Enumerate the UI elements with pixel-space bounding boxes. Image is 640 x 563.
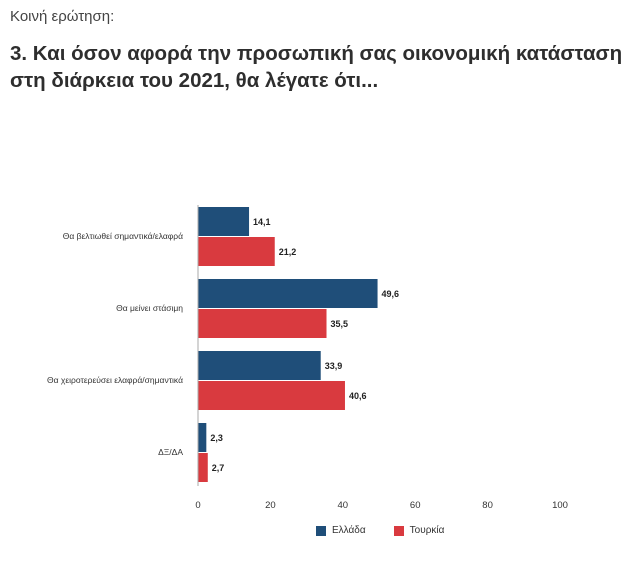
x-tick-label: 60 xyxy=(410,500,421,511)
x-tick-label: 40 xyxy=(338,500,349,511)
data-label: 2,7 xyxy=(212,463,225,473)
x-tick-label: 20 xyxy=(265,500,276,511)
data-label: 2,3 xyxy=(210,433,223,443)
category-label: Θα μείνει στάσιμη xyxy=(116,303,183,313)
bar xyxy=(198,309,327,338)
legend-label-turkey: Τουρκία xyxy=(409,525,445,536)
x-tick-label: 80 xyxy=(482,500,493,511)
legend-item-greece: Ελλάδα xyxy=(316,525,366,536)
bar xyxy=(198,237,275,266)
data-label: 40,6 xyxy=(349,391,367,401)
page-title: 3. Και όσον αφορά την προσωπική σας οικο… xyxy=(10,42,623,92)
legend: Ελλάδα Τουρκία xyxy=(316,525,444,536)
x-tick-label: 0 xyxy=(195,500,200,511)
bar xyxy=(198,279,378,308)
data-label: 33,9 xyxy=(325,361,343,371)
legend-swatch-greece xyxy=(316,525,326,536)
bar xyxy=(198,351,321,380)
data-label: 14,1 xyxy=(253,217,271,227)
data-label: 35,5 xyxy=(331,319,349,329)
legend-swatch-turkey xyxy=(393,525,404,536)
bar xyxy=(198,207,250,236)
pretitle: Κοινή ερώτηση: xyxy=(10,8,115,25)
category-label: ΔΞ/ΔΑ xyxy=(158,447,183,457)
legend-label-greece: Ελλάδα xyxy=(332,525,366,536)
bar xyxy=(198,423,207,452)
category-label: Θα χειροτερεύσει ελαφρά/σημαντικά xyxy=(47,375,183,385)
data-label: 21,2 xyxy=(279,247,297,257)
bar xyxy=(198,453,208,482)
data-label: 49,6 xyxy=(382,289,400,299)
category-label: Θα βελτιωθεί σημαντικά/ελαφρά xyxy=(63,231,183,241)
bar xyxy=(198,381,345,410)
x-tick-label: 100 xyxy=(552,500,568,511)
legend-item-turkey: Τουρκία xyxy=(393,525,445,536)
